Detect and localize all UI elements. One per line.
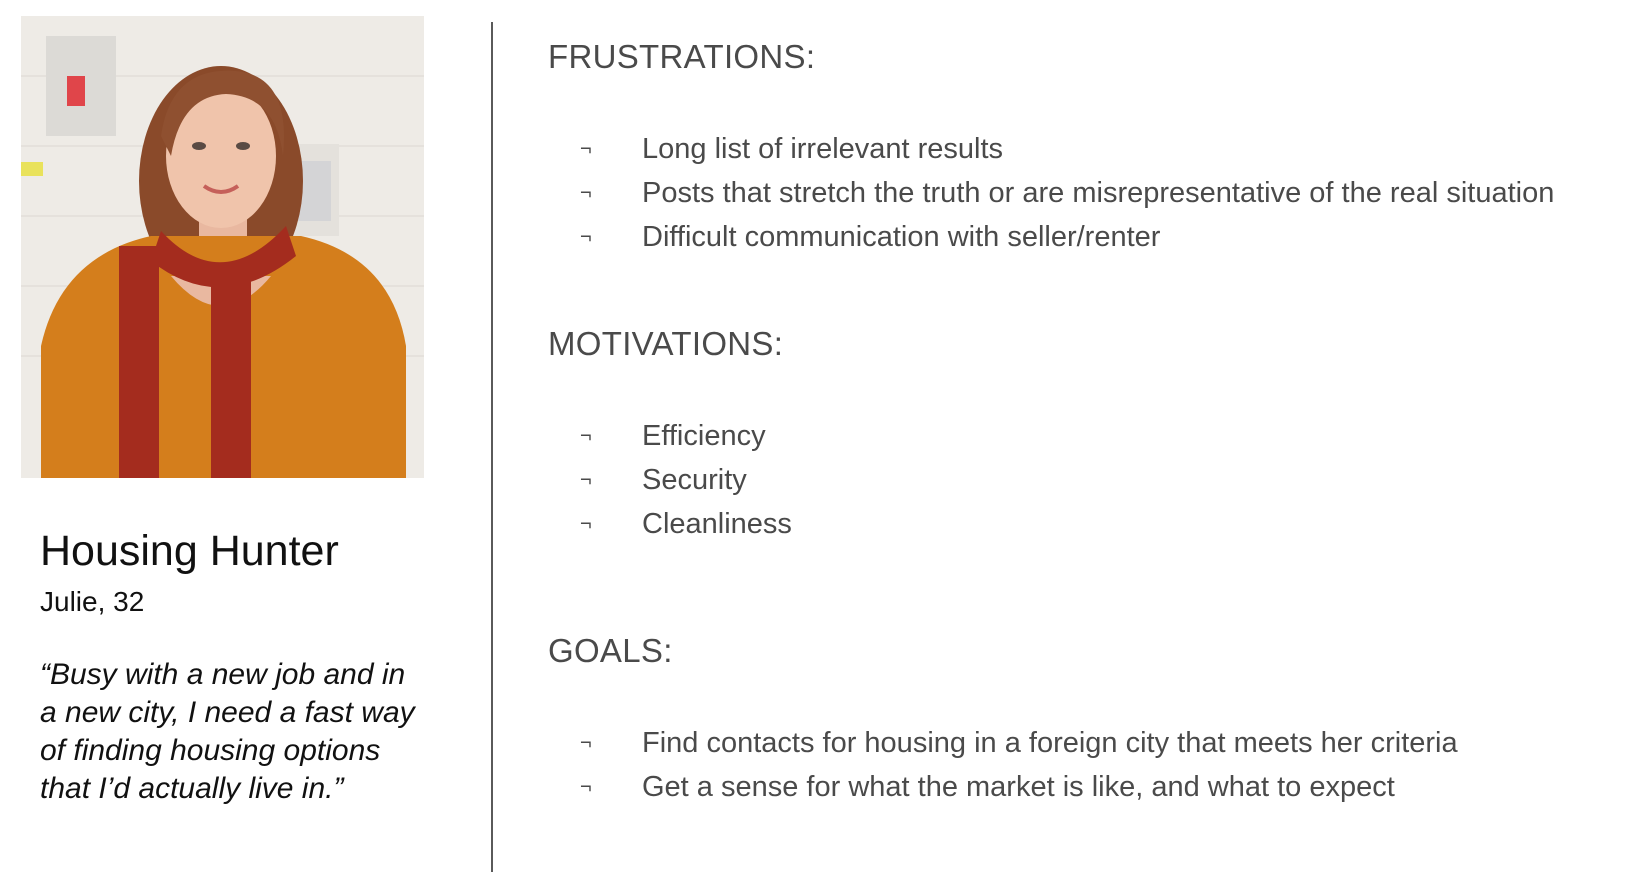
bullet-icon: ¬: [580, 513, 592, 535]
bullet-icon: ¬: [580, 138, 592, 160]
frustrations-heading: FRUSTRATIONS:: [548, 38, 816, 75]
motivations-list: ¬ Efficiency ¬ Security ¬ Cleanliness: [580, 414, 792, 546]
bullet-icon: ¬: [580, 182, 592, 204]
list-item: ¬ Long list of irrelevant results: [580, 127, 1554, 171]
list-item-text: Security: [642, 464, 747, 496]
portrait-photo: [21, 16, 424, 478]
list-item-text: Efficiency: [642, 420, 766, 452]
persona-subtitle: Julie, 32: [40, 586, 145, 617]
bullet-icon: ¬: [580, 425, 592, 447]
list-item-text: Find contacts for housing in a foreign c…: [642, 727, 1458, 759]
list-item: ¬ Efficiency: [580, 414, 792, 458]
list-item: ¬ Cleanliness: [580, 502, 792, 546]
goals-list: ¬ Find contacts for housing in a foreign …: [580, 721, 1458, 809]
bullet-icon: ¬: [580, 469, 592, 491]
list-item-text: Get a sense for what the market is like,…: [642, 771, 1395, 803]
list-item-text: Long list of irrelevant results: [642, 133, 1004, 165]
list-item: ¬ Difficult communication with seller/ren…: [580, 215, 1554, 259]
list-item-text: Difficult communication with seller/rent…: [642, 221, 1161, 253]
list-item-text: Posts that stretch the truth or are misr…: [642, 177, 1555, 209]
frustrations-list: ¬ Long list of irrelevant results ¬ Posts …: [580, 127, 1554, 259]
bullet-icon: ¬: [580, 732, 592, 754]
list-item: ¬ Posts that stretch the truth or are mis…: [580, 171, 1554, 215]
list-item: ¬ Find contacts for housing in a foreign …: [580, 721, 1458, 765]
persona-quote: “Busy with a new job and in a new city, …: [40, 658, 415, 805]
list-item: ¬ Get a sense for what the market is like…: [580, 765, 1458, 809]
persona-title: Housing Hunter: [40, 527, 339, 575]
bullet-icon: ¬: [580, 776, 592, 798]
list-item-text: Cleanliness: [642, 508, 792, 540]
bullet-icon: ¬: [580, 226, 592, 248]
list-item: ¬ Security: [580, 458, 792, 502]
column-divider: [491, 22, 493, 872]
motivations-heading: MOTIVATIONS:: [548, 325, 784, 362]
goals-heading: GOALS:: [548, 632, 673, 669]
persona-photo: [21, 16, 424, 478]
